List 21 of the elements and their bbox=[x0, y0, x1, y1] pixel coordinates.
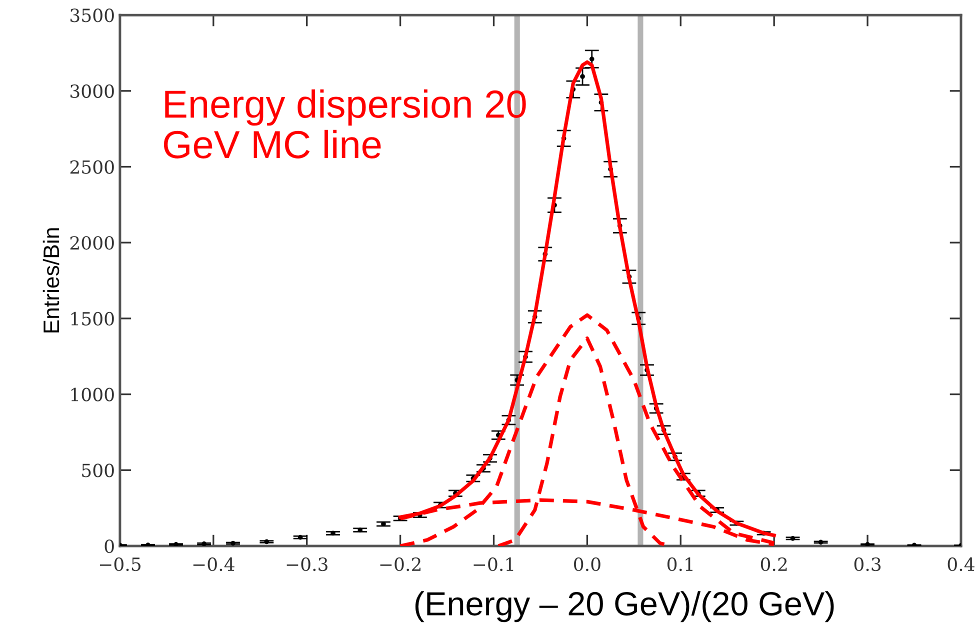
y-tick-label: 1000 bbox=[71, 388, 114, 402]
x-axis-title: (Energy – 20 GeV)/(20 GeV) bbox=[415, 591, 834, 622]
x-tick-label: −0.1 bbox=[474, 557, 514, 572]
x-tick-label: −0.5 bbox=[100, 557, 140, 572]
y-tick-label: 500 bbox=[82, 464, 114, 478]
y-tick-label: 2000 bbox=[70, 236, 114, 250]
x-tick-label: 0.4 bbox=[948, 557, 974, 572]
x-tick-label: 0.2 bbox=[760, 557, 787, 572]
x-tick-label: −0.3 bbox=[286, 557, 328, 572]
y-tick-label: 3000 bbox=[70, 84, 114, 98]
x-tick-label: 0.3 bbox=[854, 557, 881, 572]
y-axis-title: Entries/Bin bbox=[42, 228, 60, 332]
x-tick-label: 0.0 bbox=[574, 557, 600, 572]
y-tick-label: 1500 bbox=[71, 312, 114, 326]
y-tick-label: 2500 bbox=[70, 160, 114, 174]
annotation: Energy dispersion 20 GeV MC line bbox=[164, 89, 526, 158]
x-tick-label: −0.4 bbox=[193, 557, 234, 572]
y-tick-label: 3500 bbox=[70, 8, 114, 22]
x-tick-label: 0.1 bbox=[667, 557, 692, 572]
x-tick-label: −0.2 bbox=[380, 557, 420, 572]
y-tick-label: 0 bbox=[104, 539, 114, 554]
